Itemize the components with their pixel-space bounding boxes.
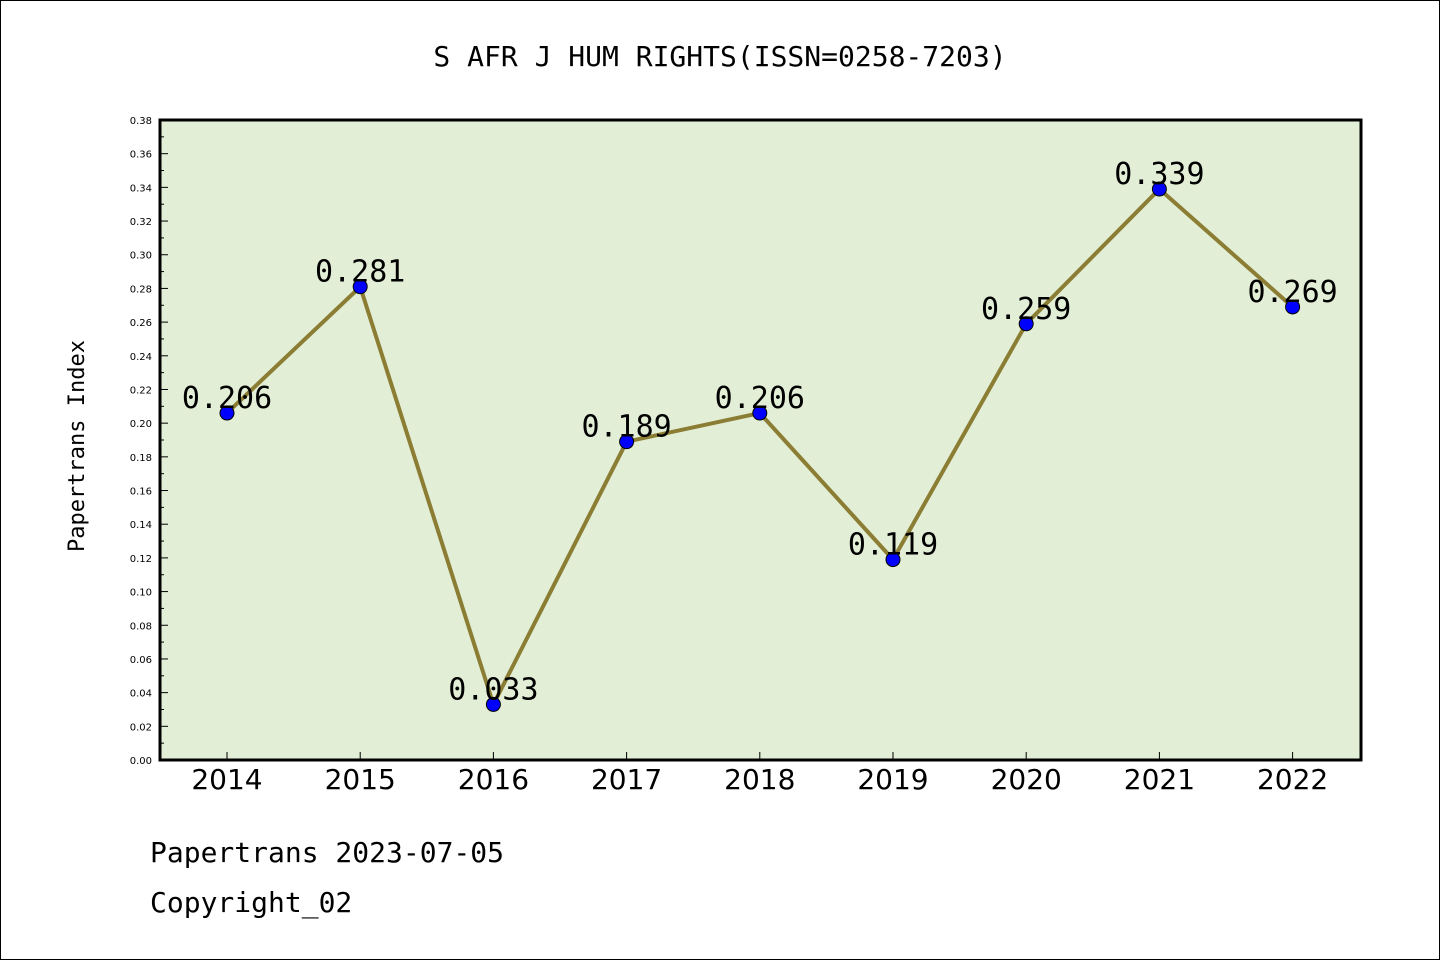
data-label: 0.206	[715, 381, 805, 416]
y-tick-label: 0.02	[130, 722, 152, 733]
chart-title: S AFR J HUM RIGHTS(ISSN=0258-7203)	[433, 40, 1006, 73]
y-tick-label: 0.00	[130, 756, 152, 767]
y-tick-label: 0.24	[130, 352, 152, 363]
y-tick-label: 0.18	[130, 453, 152, 464]
x-tick-label: 2014	[191, 763, 262, 796]
y-tick-label: 0.06	[130, 655, 152, 666]
y-tick-label: 0.22	[130, 385, 152, 396]
x-axis: 2014 2015 2016 2017 2018 2019 2020 2021 2022	[191, 752, 1328, 796]
x-tick-label: 2020	[991, 763, 1062, 796]
data-point	[485, 696, 501, 712]
y-axis-label: Papertrans Index	[65, 340, 90, 552]
y-axis: 0.00 0.02 0.04 0.06 0.08 0.10 0.12 0.14 0.16 0.18…	[130, 116, 168, 767]
footer-copyright: Copyright_02	[150, 886, 353, 919]
x-tick-label: 2016	[458, 763, 529, 796]
data-label: 0.339	[1114, 157, 1204, 192]
data-label: 0.206	[182, 381, 272, 416]
data-point	[1151, 181, 1167, 197]
y-tick-label: 0.26	[130, 318, 152, 329]
y-tick-label: 0.28	[130, 284, 152, 295]
y-tick-label: 0.32	[130, 217, 152, 228]
data-point	[619, 434, 635, 450]
x-tick-label: 2017	[591, 763, 662, 796]
y-tick-label: 0.20	[130, 419, 152, 430]
y-tick-label: 0.30	[130, 251, 152, 262]
data-label: 0.189	[581, 410, 671, 445]
y-tick-label: 0.12	[130, 554, 152, 565]
x-tick-label: 2015	[325, 763, 396, 796]
plot-area	[158, 118, 1363, 762]
y-tick-label: 0.10	[130, 588, 152, 599]
data-label: 0.281	[315, 255, 405, 290]
y-tick-label: 0.34	[130, 183, 152, 194]
x-tick-label: 2019	[857, 763, 928, 796]
data-point	[752, 405, 768, 421]
x-tick-label: 2018	[724, 763, 795, 796]
y-tick-label: 0.36	[130, 150, 152, 161]
data-point	[352, 279, 368, 295]
data-label: 0.119	[848, 528, 938, 563]
series-papertrans-index	[219, 181, 1301, 712]
data-point	[1018, 316, 1034, 332]
data-label: 0.259	[981, 292, 1071, 327]
x-tick-label: 2022	[1257, 763, 1328, 796]
data-point	[219, 405, 235, 421]
y-tick-label: 0.08	[130, 621, 152, 632]
data-point	[1285, 299, 1301, 315]
y-tick-label: 0.38	[130, 116, 152, 127]
y-tick-label: 0.04	[130, 689, 152, 700]
y-tick-label: 0.16	[130, 487, 152, 498]
y-tick-label: 0.14	[130, 520, 152, 531]
data-point	[885, 552, 901, 568]
footer-date: Papertrans 2023-07-05	[150, 836, 505, 869]
data-label: 0.269	[1247, 275, 1337, 310]
data-label: 0.033	[448, 672, 538, 707]
data-labels: 0.206 0.281 0.033 0.189 0.206 0.119 0.259 0.339…	[182, 157, 1338, 707]
x-tick-label: 2021	[1124, 763, 1195, 796]
